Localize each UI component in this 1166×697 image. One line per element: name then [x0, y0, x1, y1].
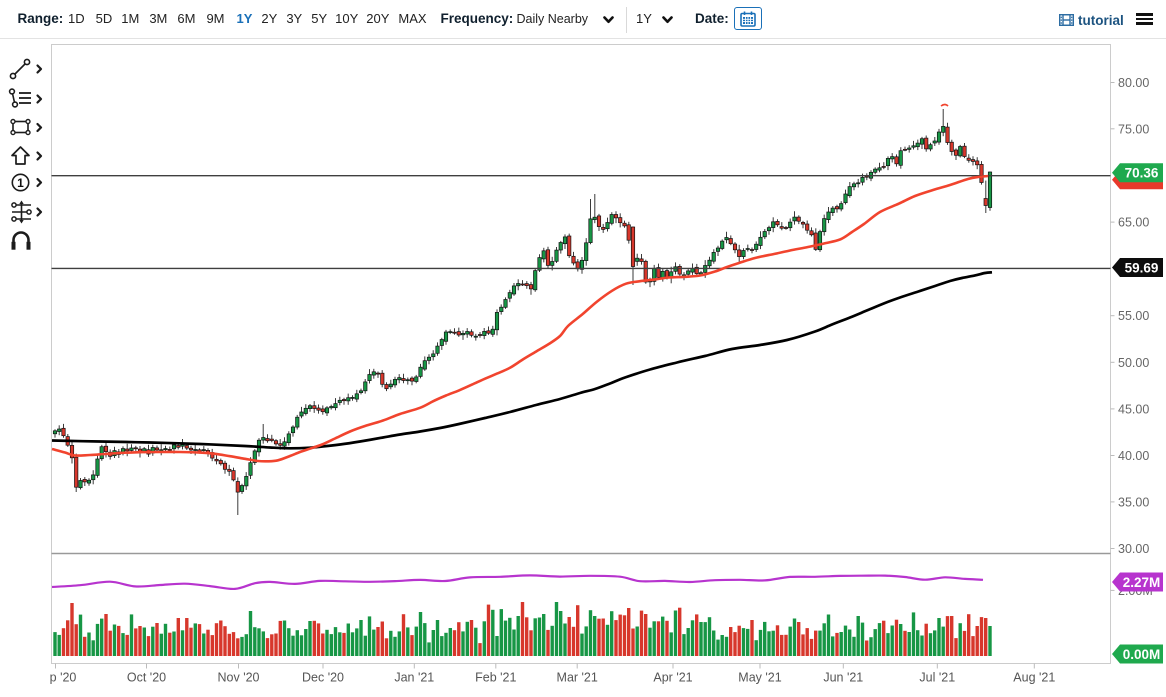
svg-text:Feb '21: Feb '21 — [475, 671, 516, 685]
svg-text:Aug '21: Aug '21 — [1013, 671, 1055, 685]
svg-text:Jul '21: Jul '21 — [919, 671, 955, 685]
svg-text:75.00: 75.00 — [1118, 122, 1149, 136]
svg-text:Mar '21: Mar '21 — [557, 671, 598, 685]
svg-text:50.00: 50.00 — [1118, 356, 1149, 370]
svg-text:40.00: 40.00 — [1118, 449, 1149, 463]
svg-text:0.00M: 0.00M — [1123, 647, 1161, 662]
svg-text:59.69: 59.69 — [1125, 260, 1159, 275]
svg-text:Nov '20: Nov '20 — [218, 671, 260, 685]
svg-text:p '20: p '20 — [50, 671, 77, 685]
svg-text:Jun '21: Jun '21 — [823, 671, 863, 685]
svg-text:Oct '20: Oct '20 — [127, 671, 166, 685]
svg-text:May '21: May '21 — [738, 671, 781, 685]
svg-text:35.00: 35.00 — [1118, 495, 1149, 509]
svg-text:45.00: 45.00 — [1118, 402, 1149, 416]
svg-text:80.00: 80.00 — [1118, 76, 1149, 90]
svg-text:1: 1 — [17, 176, 24, 190]
svg-text:Jan '21: Jan '21 — [394, 671, 434, 685]
svg-text:65.00: 65.00 — [1118, 216, 1149, 230]
svg-text:30.00: 30.00 — [1118, 542, 1149, 556]
svg-text:Dec '20: Dec '20 — [302, 671, 344, 685]
svg-text:70.36: 70.36 — [1125, 166, 1159, 181]
svg-text:55.00: 55.00 — [1118, 309, 1149, 323]
svg-text:Apr '21: Apr '21 — [653, 671, 692, 685]
svg-text:2.27M: 2.27M — [1123, 575, 1161, 590]
